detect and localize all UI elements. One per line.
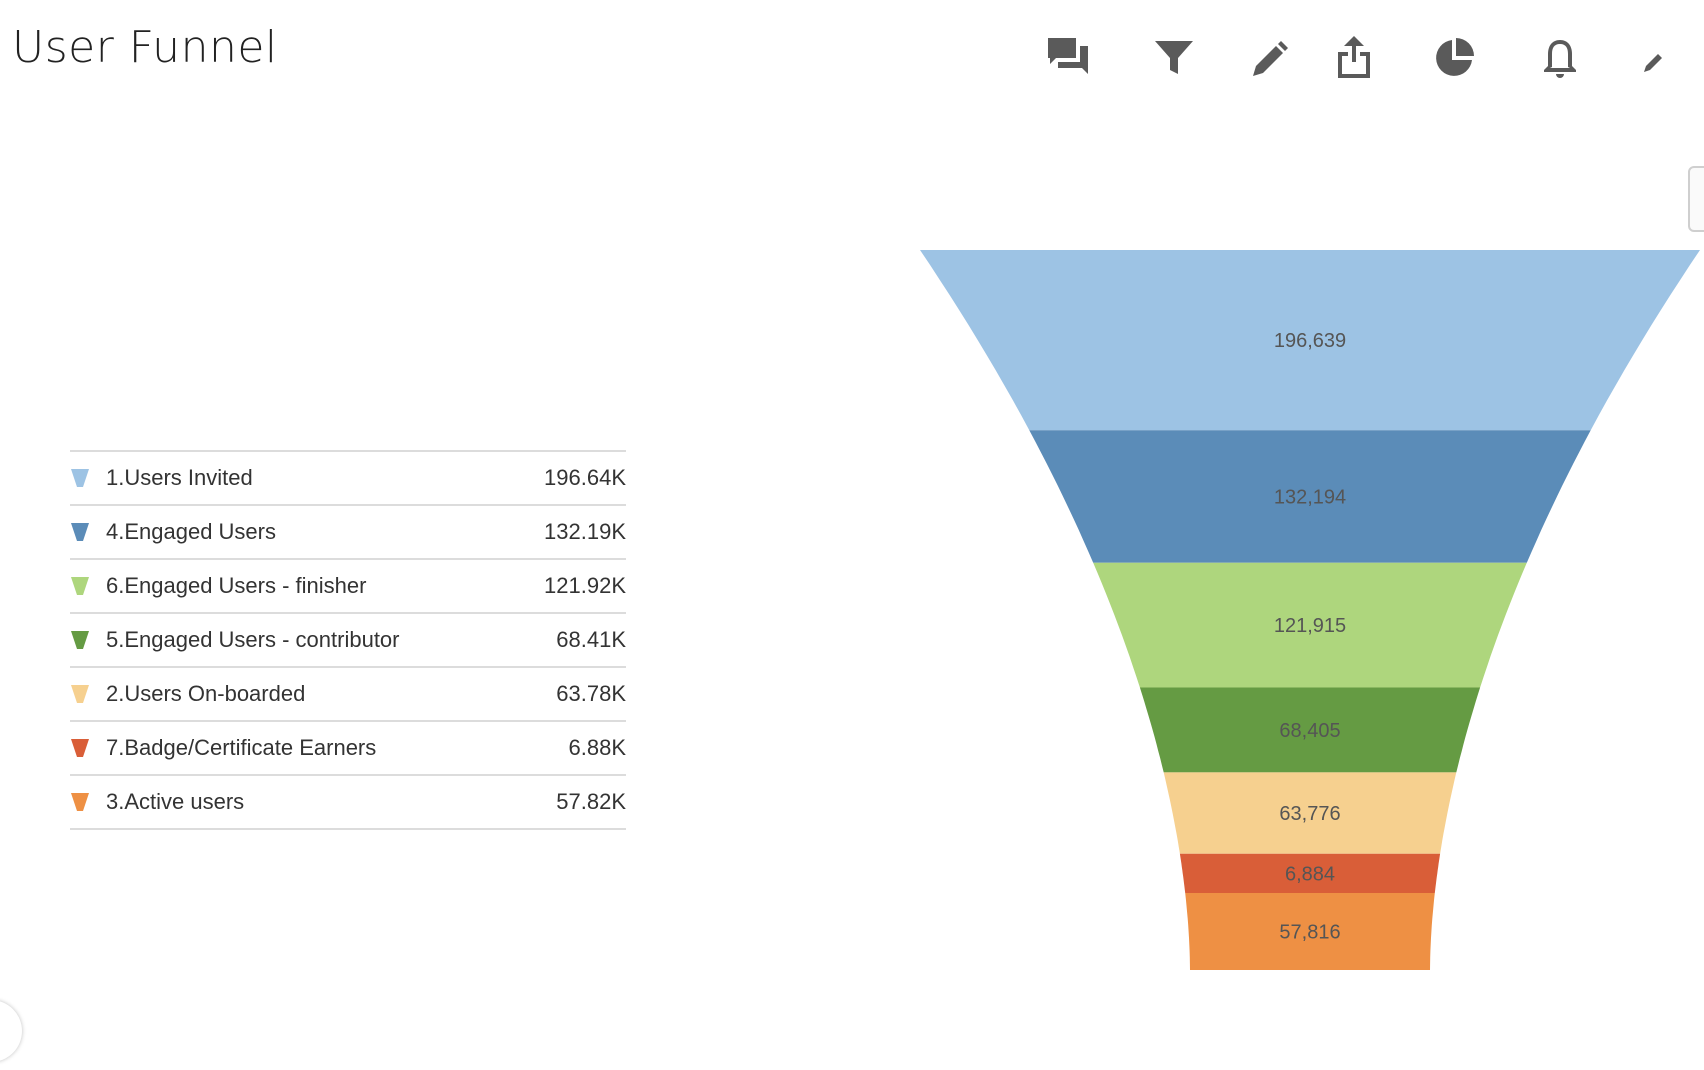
pie-chart-icon xyxy=(1436,38,1474,76)
legend-item-value: 121.92K xyxy=(544,573,626,598)
legend-item[interactable]: 6.Engaged Users - finisher 121.92K xyxy=(70,560,626,614)
legend-item[interactable]: 3.Active users 57.82K xyxy=(70,776,626,830)
chart-type-button[interactable] xyxy=(1426,30,1482,86)
funnel-segment[interactable] xyxy=(1185,893,1435,970)
legend-item-label: 3.Active users xyxy=(106,789,245,814)
legend-item-label: 2.Users On-boarded xyxy=(106,681,306,706)
funnel-segment[interactable] xyxy=(1139,687,1481,773)
comments-button[interactable] xyxy=(1040,30,1096,86)
legend-item-value: 68.41K xyxy=(556,627,626,652)
funnel-marker-icon xyxy=(70,576,90,596)
legend-item-value: 6.88K xyxy=(568,735,627,760)
legend-item-label: 1.Users Invited xyxy=(106,465,253,490)
funnel-value-label: 68,405 xyxy=(1279,720,1340,742)
legend-item[interactable]: 7.Badge/Certificate Earners 6.88K xyxy=(70,722,626,776)
scroll-handle[interactable] xyxy=(1688,166,1704,232)
funnel-segment[interactable] xyxy=(1093,562,1527,688)
edit-icon xyxy=(1644,54,1662,72)
legend-item-label: 7.Badge/Certificate Earners xyxy=(106,735,377,760)
legend-item-value: 63.78K xyxy=(556,681,626,706)
funnel-marker-icon xyxy=(70,792,90,812)
edit-button[interactable] xyxy=(1242,30,1298,86)
funnel-marker-icon xyxy=(70,522,90,542)
legend-item[interactable]: 2.Users On-boarded 63.78K xyxy=(70,668,626,722)
funnel-marker-icon xyxy=(70,468,90,488)
funnel-marker-icon xyxy=(70,630,90,650)
legend-item-label: 4.Engaged Users xyxy=(106,519,276,544)
legend-item-label: 5.Engaged Users - contributor xyxy=(106,627,400,652)
funnel-chart: 196,639 132,194 121,915 68,405 63,776 6,884 57… xyxy=(920,250,1700,970)
funnel-value-label: 132,194 xyxy=(1274,487,1346,509)
funnel-value-label: 196,639 xyxy=(1274,330,1346,352)
corner-button[interactable] xyxy=(0,1000,22,1062)
pencil-icon xyxy=(1253,41,1288,76)
comments-icon xyxy=(1048,38,1088,74)
bell-icon xyxy=(1544,40,1576,78)
funnel-segment[interactable] xyxy=(1029,430,1591,563)
funnel-value-label: 121,915 xyxy=(1274,615,1346,637)
share-button[interactable] xyxy=(1326,30,1382,86)
filter-button[interactable] xyxy=(1146,30,1202,86)
page-title: User Funnel xyxy=(12,22,278,73)
legend-item[interactable]: 1.Users Invited 196.64K xyxy=(70,452,626,506)
legend: 1.Users Invited 196.64K 4.Engaged Users 132… xyxy=(70,450,626,830)
funnel-segment[interactable] xyxy=(1179,853,1441,893)
funnel-marker-icon xyxy=(70,684,90,704)
share-icon xyxy=(1338,36,1370,78)
funnel-segment[interactable] xyxy=(920,250,1700,431)
filter-icon xyxy=(1155,41,1193,74)
funnel-marker-icon xyxy=(70,738,90,758)
funnel-value-label: 63,776 xyxy=(1279,803,1340,825)
more-edit-button[interactable] xyxy=(1632,30,1688,86)
funnel-value-label: 57,816 xyxy=(1279,921,1340,943)
alerts-button[interactable] xyxy=(1532,30,1588,86)
toolbar xyxy=(1040,30,1704,86)
legend-item[interactable]: 4.Engaged Users 132.19K xyxy=(70,506,626,560)
legend-item-label: 6.Engaged Users - finisher xyxy=(106,573,367,598)
funnel-value-label: 6,884 xyxy=(1285,863,1335,885)
legend-item-value: 196.64K xyxy=(544,465,626,490)
legend-item-value: 57.82K xyxy=(556,789,626,814)
funnel-segment[interactable] xyxy=(1163,772,1457,854)
legend-item-value: 132.19K xyxy=(544,519,626,544)
legend-item[interactable]: 5.Engaged Users - contributor 68.41K xyxy=(70,614,626,668)
